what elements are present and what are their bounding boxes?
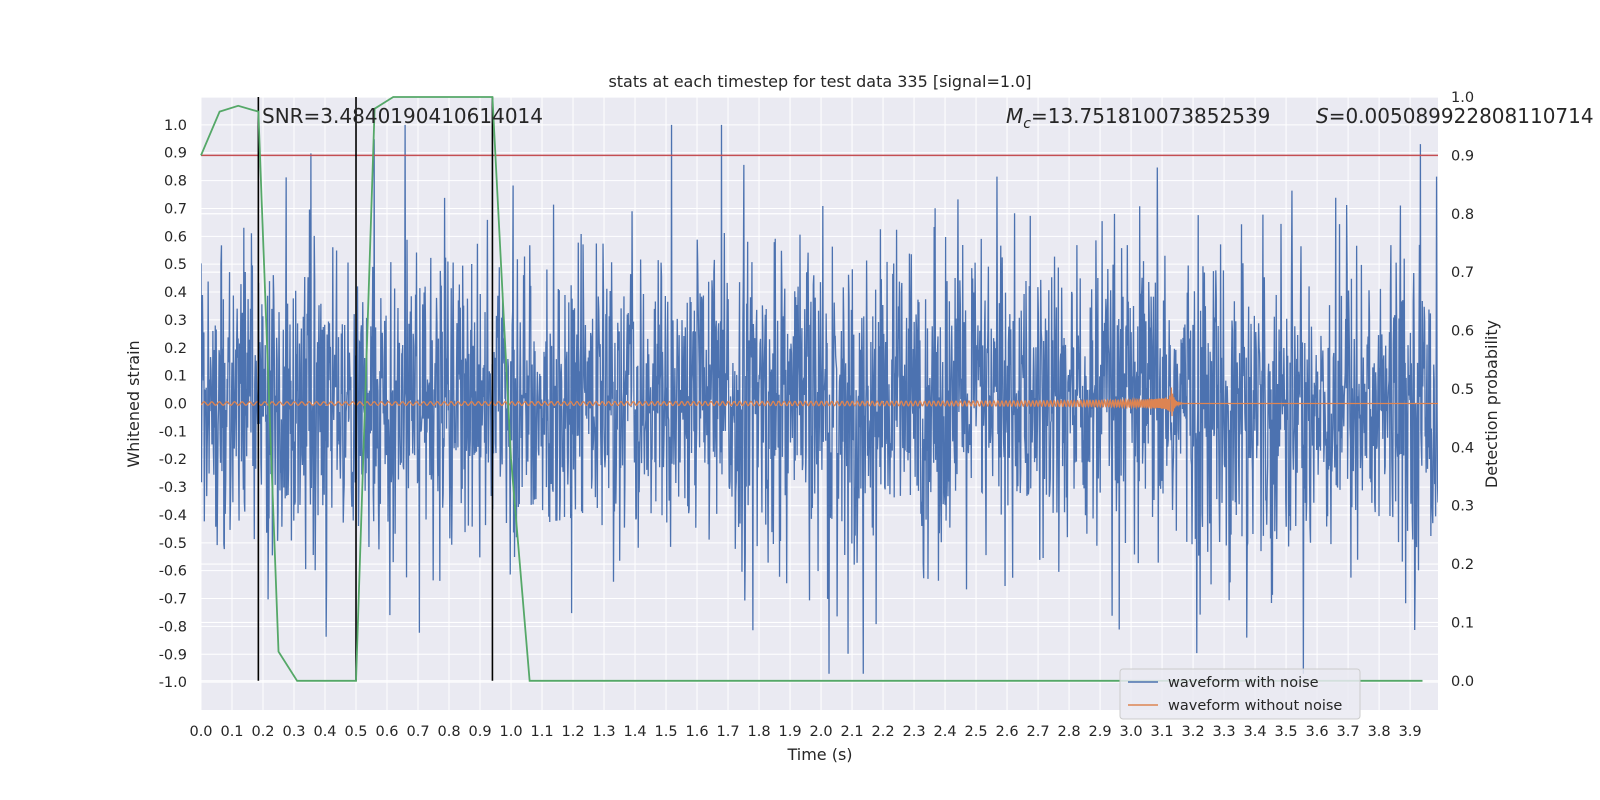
detection-probability-line bbox=[200, 96, 1423, 682]
left-y-tick-label: 0.3 bbox=[164, 313, 187, 329]
left-y-tick-label: -0.1 bbox=[159, 424, 187, 440]
right-y-tick-label: 0.8 bbox=[1451, 207, 1474, 223]
vertical-markers bbox=[257, 97, 494, 681]
x-tick-label: 3.8 bbox=[1368, 724, 1391, 740]
right-y-tick-label: 0.0 bbox=[1451, 674, 1474, 690]
x-tick-label: 1.0 bbox=[499, 724, 522, 740]
right-y-tick-label: 0.5 bbox=[1451, 382, 1474, 398]
x-tick-label: 2.8 bbox=[1058, 724, 1081, 740]
x-tick-label: 1.6 bbox=[686, 724, 709, 740]
left-y-tick-label: 0.7 bbox=[164, 201, 187, 217]
x-tick-label: 2.1 bbox=[841, 724, 864, 740]
x-tick-label: 0.4 bbox=[313, 724, 336, 740]
series-waveform-without-noise bbox=[201, 387, 1438, 417]
left-y-tick-label: 0.8 bbox=[164, 174, 187, 190]
chart-title: stats at each timestep for test data 335… bbox=[608, 72, 1031, 91]
x-tick-label: 2.9 bbox=[1089, 724, 1112, 740]
left-y-tick-label: -0.6 bbox=[159, 564, 187, 580]
x-tick-label: 1.9 bbox=[779, 724, 802, 740]
waveform-without-noise-line bbox=[201, 387, 1438, 417]
left-y-tick-label: -0.3 bbox=[159, 480, 187, 496]
right-y-tick-labels: 1.0 0.9 0.8 0.7 0.6 0.5 0.4 0.3 0.2 0.1 0.0 bbox=[1451, 90, 1474, 690]
legend-box bbox=[1119, 668, 1361, 720]
right-y-tick-label: 0.6 bbox=[1451, 324, 1474, 340]
x-tick-label: 3.7 bbox=[1337, 724, 1360, 740]
right-y-tick-label: 0.3 bbox=[1451, 499, 1474, 515]
s-symbol: S bbox=[1316, 104, 1329, 128]
chirp-mass-value: =13.751810073852539 bbox=[1031, 104, 1270, 128]
left-y-tick-label: 0.4 bbox=[164, 285, 187, 301]
left-y-tick-label: -0.9 bbox=[159, 647, 187, 663]
x-tick-label: 0.9 bbox=[468, 724, 491, 740]
snr-annotation: SNR=3.4840190410614014 bbox=[262, 104, 543, 128]
chirp-mass-annotation: Mc=13.751810073852539 bbox=[1006, 104, 1270, 132]
right-y-tick-label: 1.0 bbox=[1451, 90, 1474, 106]
left-y-tick-label: -0.5 bbox=[159, 536, 187, 552]
x-tick-label: 3.9 bbox=[1399, 724, 1422, 740]
left-y-tick-label: 0.6 bbox=[164, 229, 187, 245]
series-waveform-with-noise bbox=[201, 124, 1438, 674]
left-y-tick-label: -0.4 bbox=[159, 508, 187, 524]
x-tick-label: 3.2 bbox=[1182, 724, 1205, 740]
x-tick-label: 3.1 bbox=[1151, 724, 1174, 740]
x-tick-label: 0.2 bbox=[251, 724, 274, 740]
x-tick-label: 0.5 bbox=[344, 724, 367, 740]
legend-label-noise: waveform with noise bbox=[1168, 675, 1319, 691]
x-tick-label: 3.0 bbox=[1120, 724, 1143, 740]
x-tick-label: 3.3 bbox=[1213, 724, 1236, 740]
x-tick-label: 0.7 bbox=[406, 724, 429, 740]
x-tick-label: 1.3 bbox=[593, 724, 616, 740]
x-tick-label: 2.7 bbox=[1027, 724, 1050, 740]
left-y-tick-label: 1.0 bbox=[164, 118, 187, 134]
x-tick-label: 0.8 bbox=[437, 724, 460, 740]
s-annotation: S=0.005089922808110714 bbox=[1316, 104, 1594, 128]
x-tick-label: 2.2 bbox=[872, 724, 895, 740]
x-tick-label: 2.0 bbox=[810, 724, 833, 740]
left-y-tick-label: 0.1 bbox=[164, 369, 187, 385]
x-tick-label: 1.2 bbox=[561, 724, 584, 740]
x-axis-label: Time (s) bbox=[786, 745, 852, 764]
x-tick-label: 1.7 bbox=[717, 724, 740, 740]
left-y-tick-label: -0.2 bbox=[159, 452, 187, 468]
x-tick-label: 1.4 bbox=[624, 724, 647, 740]
left-y-tick-label: 0.5 bbox=[164, 257, 187, 273]
left-y-tick-label: -0.7 bbox=[159, 592, 187, 608]
x-tick-label: 1.1 bbox=[530, 724, 553, 740]
right-y-tick-label: 0.9 bbox=[1451, 148, 1474, 164]
x-tick-label: 2.5 bbox=[965, 724, 988, 740]
y-axis-label-right: Detection probability bbox=[1482, 320, 1501, 488]
s-value: =0.005089922808110714 bbox=[1329, 104, 1594, 128]
right-y-tick-label: 0.7 bbox=[1451, 265, 1474, 281]
x-tick-label: 3.4 bbox=[1244, 724, 1267, 740]
x-tick-label: 0.0 bbox=[189, 724, 212, 740]
legend-label-clean: waveform without noise bbox=[1168, 698, 1342, 714]
x-tick-label: 0.6 bbox=[375, 724, 398, 740]
x-tick-labels: 0.0 0.1 0.2 0.3 0.4 0.5 0.6 0.7 0.8 0.9 1.0 1.1 1.2 1… bbox=[189, 724, 1421, 740]
waveform-with-noise-line bbox=[201, 124, 1438, 674]
left-y-tick-label: -0.8 bbox=[159, 619, 187, 635]
chirp-mass-subscript: c bbox=[1023, 116, 1031, 132]
left-y-tick-label: 0.9 bbox=[164, 146, 187, 162]
left-y-tick-label: -1.0 bbox=[159, 675, 187, 691]
x-tick-label: 0.1 bbox=[220, 724, 243, 740]
y-axis-label-left: Whitened strain bbox=[124, 340, 143, 467]
x-tick-label: 1.5 bbox=[655, 724, 678, 740]
x-tick-label: 2.3 bbox=[903, 724, 926, 740]
x-tick-label: 1.8 bbox=[748, 724, 771, 740]
left-y-tick-label: 0.0 bbox=[164, 397, 187, 413]
right-y-tick-label: 0.2 bbox=[1451, 557, 1474, 573]
x-tick-label: 2.6 bbox=[996, 724, 1019, 740]
right-y-tick-label: 0.4 bbox=[1451, 440, 1474, 456]
left-y-tick-label: 0.2 bbox=[164, 341, 187, 357]
x-tick-label: 2.4 bbox=[934, 724, 957, 740]
x-tick-label: 3.6 bbox=[1306, 724, 1329, 740]
series-detection-probability bbox=[200, 96, 1423, 682]
left-y-tick-labels: 1.0 0.9 0.8 0.7 0.6 0.5 0.4 0.3 0.2 0.1 0.0 -0.1 -0.… bbox=[159, 118, 187, 691]
x-tick-label: 3.5 bbox=[1275, 724, 1298, 740]
right-y-tick-label: 0.1 bbox=[1451, 615, 1474, 631]
chirp-mass-symbol: M bbox=[1006, 104, 1023, 128]
legend: waveform with noise waveform without noi… bbox=[1119, 668, 1361, 720]
x-tick-label: 0.3 bbox=[282, 724, 305, 740]
